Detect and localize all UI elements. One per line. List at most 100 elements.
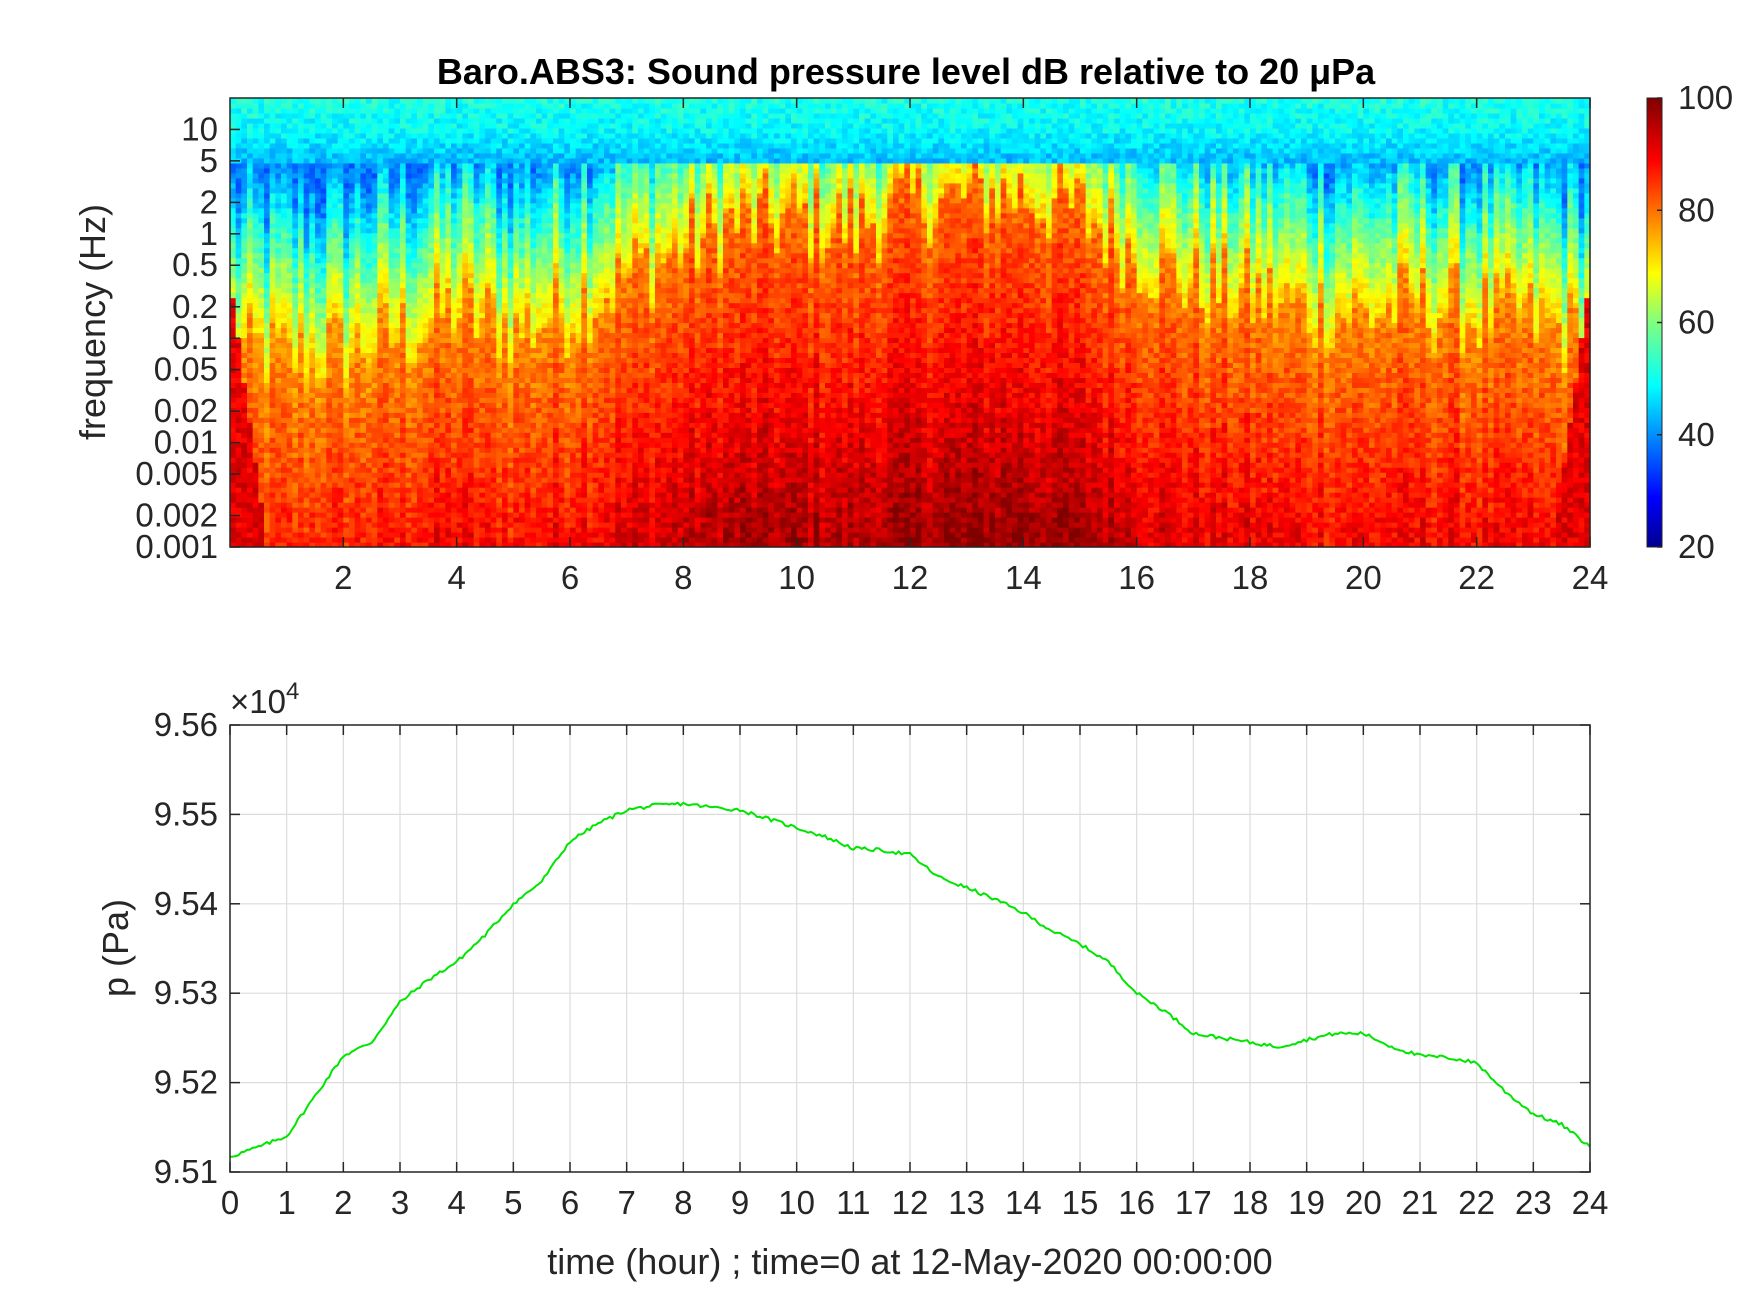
spectrogram-cell [462, 137, 469, 144]
spectrogram-cell [428, 112, 435, 119]
spectrogram-cell [241, 427, 248, 433]
spectrogram-cell [428, 262, 435, 269]
spectrogram-cell [241, 312, 248, 319]
spectrogram-cell [400, 187, 407, 194]
spectrogram-cell [298, 227, 305, 234]
spectrogram-cell [337, 347, 344, 354]
spectrogram-cell [332, 482, 339, 488]
spectrogram-cell [473, 477, 480, 483]
spectrogram-cell [366, 522, 373, 528]
spectrogram-cell [422, 102, 429, 109]
spectrogram-cell [366, 382, 373, 388]
spectrogram-cell [241, 442, 248, 448]
spectrogram-cell [473, 152, 480, 159]
spectrogram-cell [298, 307, 305, 314]
spectrogram-cell [269, 372, 276, 378]
spectrogram-cell [524, 267, 531, 274]
spectrogram-cell [315, 467, 322, 473]
spectrogram-cell [326, 202, 333, 209]
spectrogram-cell [241, 257, 248, 264]
spectrogram-cell [513, 237, 520, 244]
spectrogram-cell [405, 317, 412, 324]
spectrogram-cell [428, 412, 435, 418]
spectrogram-cell [513, 327, 520, 334]
spectrogram-cell [298, 242, 305, 249]
spectrogram-cell [269, 517, 276, 523]
spectrogram-cell [241, 342, 248, 349]
spectrogram-cell [332, 187, 339, 194]
spectrogram-cell [235, 302, 242, 309]
spectrogram-cell [519, 407, 526, 413]
spectrogram-cell [332, 157, 339, 164]
spectrogram-cell [485, 242, 492, 249]
spectrogram-cell [241, 262, 248, 269]
spectrogram-cell [388, 267, 395, 274]
spectrogram-cell [485, 102, 492, 109]
spectrogram-cell [490, 317, 497, 324]
spectrogram-cell [468, 512, 475, 518]
spectrogram-cell [281, 432, 288, 438]
spectrogram-cell [230, 382, 237, 388]
spectrogram-cell [388, 517, 395, 523]
spectrogram-cell [400, 352, 407, 359]
spectrogram-cell [411, 222, 418, 229]
spectrogram-cell [400, 297, 407, 304]
spectrogram-cell [468, 232, 475, 239]
spectrogram-cell [252, 392, 259, 398]
spectrogram-cell [264, 292, 271, 299]
spectrogram-cell [496, 487, 503, 493]
spectrogram-cell [519, 172, 526, 179]
spectrogram-cell [230, 182, 237, 189]
spectrogram-cell [405, 247, 412, 254]
spectrogram-cell [530, 172, 537, 179]
spectrogram-cell [468, 352, 475, 359]
spectrogram-cell [247, 502, 254, 508]
spectrogram-cell [235, 407, 242, 413]
spectrogram-cell [286, 412, 293, 418]
spectrogram-cell [326, 187, 333, 194]
spectrogram-cell [445, 377, 452, 383]
spectrogram-cell [337, 437, 344, 443]
spectrogram-cell [332, 512, 339, 518]
spectrogram-cell [473, 352, 480, 359]
spectrogram-cell [281, 517, 288, 523]
spectrogram-cell [298, 317, 305, 324]
spectrogram-cell [281, 407, 288, 413]
spectrogram-cell [451, 412, 458, 418]
spectrogram-cell [405, 217, 412, 224]
spectrogram-cell [343, 167, 350, 174]
spectrogram-cell [462, 257, 469, 264]
spectrogram-cell [473, 147, 480, 154]
spectrogram-cell [303, 117, 310, 124]
spectrogram-cell [451, 477, 458, 483]
spectrogram-cell [502, 152, 509, 159]
spectrogram-cell [258, 472, 265, 478]
spectrogram-cell [462, 162, 469, 169]
spectrogram-cell [366, 397, 373, 403]
spectrogram-cell [485, 117, 492, 124]
spectrogram-cell [332, 117, 339, 124]
spectrogram-cell [524, 447, 531, 453]
spectrogram-cell [388, 157, 395, 164]
spectrogram-cell [388, 322, 395, 329]
spectrogram-cell [485, 257, 492, 264]
spectrogram-cell [247, 427, 254, 433]
spectrogram-cell [417, 227, 424, 234]
spectrogram-cell [303, 297, 310, 304]
spectrogram-cell [230, 507, 237, 513]
spectrogram-cell [462, 117, 469, 124]
spectrogram-cell [394, 272, 401, 279]
spectrogram-cell [417, 392, 424, 398]
spectrogram-cell [473, 337, 480, 344]
spectrogram-cell [502, 542, 509, 548]
spectrogram-cell [377, 302, 384, 309]
spectrogram-cell [383, 472, 390, 478]
spectrogram-cell [473, 357, 480, 364]
spectrogram-cell [479, 472, 486, 478]
spectrogram-cell [434, 527, 441, 533]
spectrogram-cell [269, 272, 276, 279]
spectrogram-cell [485, 307, 492, 314]
spectrogram-cell [230, 462, 237, 468]
spectrogram-cell [434, 227, 441, 234]
spectrogram-cell [258, 487, 265, 493]
